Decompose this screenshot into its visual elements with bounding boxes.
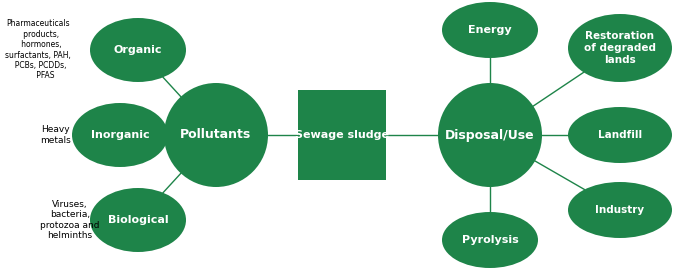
- Text: Biological: Biological: [108, 215, 169, 225]
- Text: Pollutants: Pollutants: [180, 128, 251, 141]
- Ellipse shape: [442, 212, 538, 268]
- Ellipse shape: [568, 182, 672, 238]
- Text: Energy: Energy: [468, 25, 512, 35]
- Text: Restoration
of degraded
lands: Restoration of degraded lands: [584, 31, 656, 64]
- Ellipse shape: [90, 188, 186, 252]
- Ellipse shape: [442, 2, 538, 58]
- Text: Pharmaceuticals
   products,
   hormones,
surfactants, PAH,
  PCBs, PCDDs,
     : Pharmaceuticals products, hormones, surf…: [5, 20, 71, 80]
- Ellipse shape: [72, 103, 168, 167]
- Text: Inorganic: Inorganic: [90, 130, 149, 140]
- Text: Sewage sludge: Sewage sludge: [295, 130, 389, 140]
- Text: Industry: Industry: [595, 205, 645, 215]
- Text: Heavy
metals: Heavy metals: [40, 125, 71, 145]
- Ellipse shape: [90, 18, 186, 82]
- Ellipse shape: [568, 107, 672, 163]
- Ellipse shape: [568, 14, 672, 82]
- Text: Disposal/Use: Disposal/Use: [445, 128, 535, 141]
- Text: Landfill: Landfill: [598, 130, 642, 140]
- Text: Pyrolysis: Pyrolysis: [462, 235, 519, 245]
- FancyBboxPatch shape: [298, 90, 386, 180]
- Ellipse shape: [438, 83, 542, 187]
- Ellipse shape: [164, 83, 268, 187]
- Text: Organic: Organic: [114, 45, 162, 55]
- Text: Viruses,
bacteria,
protozoa and
helminths: Viruses, bacteria, protozoa and helminth…: [40, 200, 99, 240]
